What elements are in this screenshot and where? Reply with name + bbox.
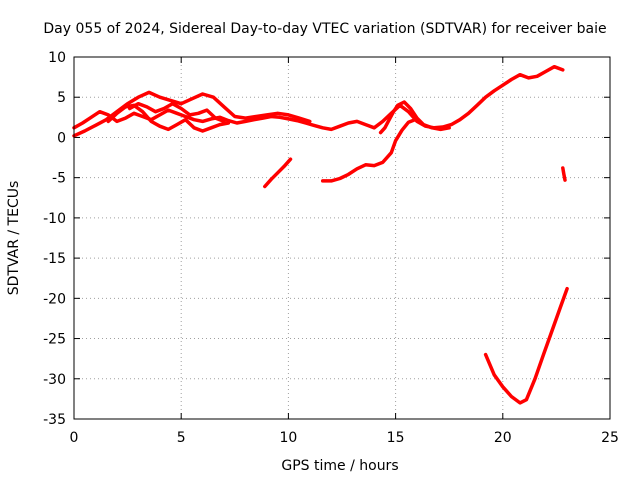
y-tick-label: -35	[43, 412, 66, 428]
series-line-arc-8	[483, 286, 569, 405]
x-axis-label: GPS time / hours	[281, 458, 398, 474]
y-tick-label: 10	[48, 50, 66, 66]
y-tick-label: -5	[52, 171, 66, 187]
y-tick-label: -15	[43, 251, 66, 267]
chart-title: Day 055 of 2024, Sidereal Day-to-day VTE…	[43, 21, 606, 37]
x-tick-label: 5	[177, 430, 186, 446]
data-series	[72, 64, 569, 405]
y-tick-label: -10	[43, 211, 66, 227]
series-line-arc-9	[561, 166, 567, 182]
y-tick-labels: 10 5 0 -5 -10 -15 -20 -25 -30 -35	[43, 50, 66, 428]
series-line-arc-3	[106, 103, 231, 133]
plot-frame	[73, 56, 611, 420]
y-tick-label: -30	[43, 372, 66, 388]
series-line-arc-6	[320, 117, 417, 183]
x-tick-label: 20	[494, 430, 512, 446]
y-tick-label: -20	[43, 291, 66, 307]
y-axis-label: SDTVAR / TECUs	[6, 181, 22, 296]
y-tick-label: 5	[57, 90, 66, 106]
x-tick-label: 25	[601, 430, 619, 446]
x-tick-label: 10	[279, 430, 297, 446]
x-tick-labels: 0 5 10 15 20 25	[70, 430, 619, 446]
x-tick-label: 0	[70, 430, 79, 446]
series-line-arc-1	[72, 64, 565, 132]
y-tick-label: -25	[43, 332, 66, 348]
y-tick-label: 0	[57, 130, 66, 146]
series-line-arc-7	[378, 100, 451, 135]
series-line-arc-5	[263, 157, 293, 189]
x-tick-label: 15	[387, 430, 405, 446]
series-line-arc-4	[127, 101, 226, 124]
